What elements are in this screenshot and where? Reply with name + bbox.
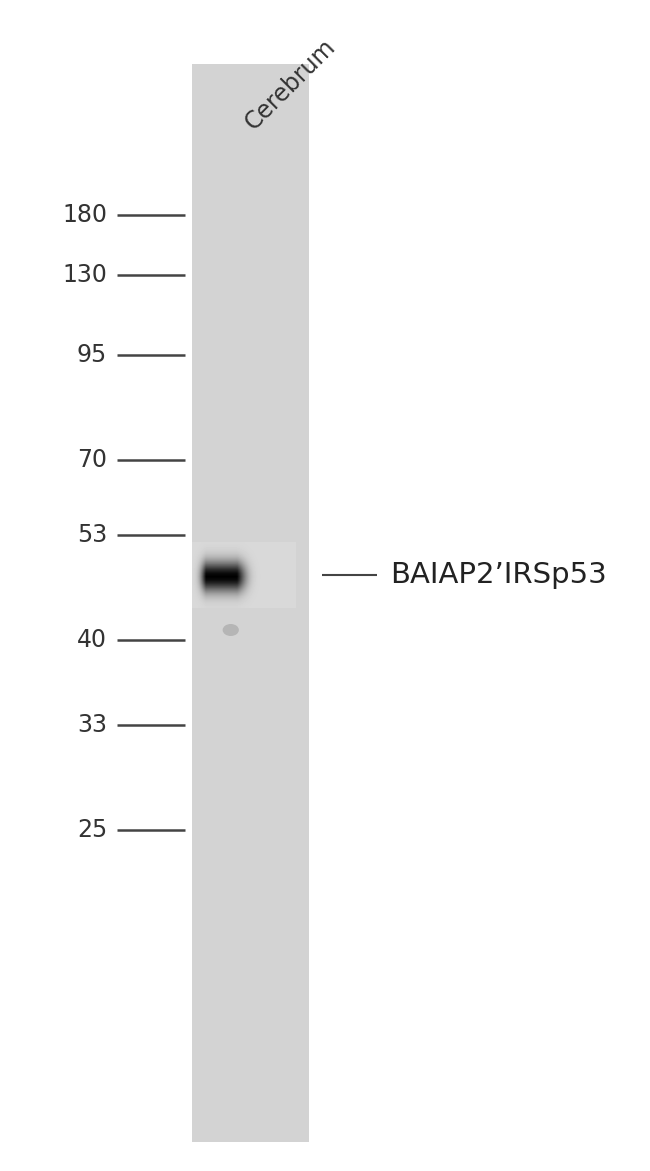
Text: 95: 95 xyxy=(77,343,107,367)
Text: 25: 25 xyxy=(77,819,107,842)
Ellipse shape xyxy=(222,624,239,636)
Text: 40: 40 xyxy=(77,628,107,652)
Text: BAIAP2’IRSp53: BAIAP2’IRSp53 xyxy=(390,561,606,589)
Text: 130: 130 xyxy=(62,263,107,287)
Text: 53: 53 xyxy=(77,523,107,547)
Text: 33: 33 xyxy=(77,713,107,737)
Text: Cerebrum: Cerebrum xyxy=(240,35,340,135)
Text: 180: 180 xyxy=(62,203,107,227)
Text: 70: 70 xyxy=(77,448,107,472)
Bar xyxy=(192,64,309,1142)
